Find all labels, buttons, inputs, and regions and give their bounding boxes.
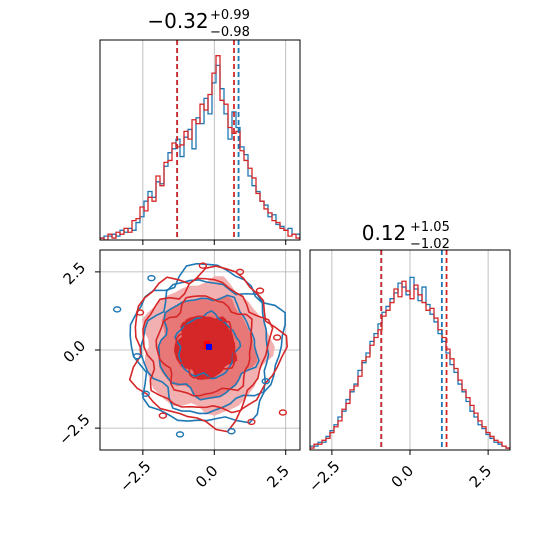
hist-1-frame <box>99 39 301 241</box>
x-tick-label: 2.5 <box>466 462 496 492</box>
contour-island <box>198 262 208 269</box>
hist-panel-1: −0.32 +0.99 −0.98 <box>99 8 301 245</box>
x-tick-label: −2.5 <box>305 457 343 495</box>
contour-island <box>235 268 245 276</box>
x-tick-label: −2.5 <box>116 457 154 495</box>
hist-2-title: 0.12 <box>362 221 407 245</box>
hist-1-title: −0.32 <box>147 9 208 33</box>
hist-2-title-sup: +1.05 <box>410 220 450 235</box>
contour-island <box>132 353 142 360</box>
hist-1-title-sup: +0.99 <box>210 8 250 23</box>
hist-series-0 <box>100 64 300 240</box>
contour-island <box>261 378 270 385</box>
contour-line-b <box>173 315 236 380</box>
contour-island <box>278 409 288 416</box>
contour-line-b <box>155 295 253 397</box>
hist-panel-2: −2.5 0.0 2.5 0.12 +1.05 −1.02 <box>305 220 511 496</box>
y-tick-label: 2.5 <box>60 259 90 289</box>
contour-island <box>141 390 150 397</box>
contour-island <box>147 274 156 282</box>
contour-island <box>112 306 122 313</box>
hist-2-bars <box>310 276 510 450</box>
contour-island <box>255 287 265 294</box>
contour-line-a <box>140 279 270 415</box>
y-tick-label: 0.0 <box>60 337 90 367</box>
x-tick-label: 0.0 <box>192 462 222 492</box>
hist-1-bars <box>100 55 300 240</box>
contour-panel: −2.5 0.0 2.5 −2.5 0.0 2.5 <box>55 249 301 496</box>
contour-line-b <box>128 265 288 433</box>
hist-1-title-value: −0.32 <box>147 9 208 33</box>
hist-1-grid <box>142 40 287 240</box>
x-tick-label: 2.5 <box>263 462 293 492</box>
hist-1-quantiles <box>176 40 240 240</box>
hist-2-ticks: −2.5 0.0 2.5 <box>305 450 495 496</box>
contour-island <box>175 431 185 438</box>
contour-island <box>247 418 256 426</box>
x-tick-label: 0.0 <box>388 462 418 492</box>
peak-marker-a <box>206 343 212 350</box>
contour-fills <box>112 262 288 438</box>
contour-island <box>272 334 282 341</box>
y-tick-label: −2.5 <box>55 410 93 448</box>
hist-2-title-sub: −1.02 <box>410 237 450 252</box>
hist-series-1 <box>100 55 300 240</box>
hist-2-title-value: 0.12 <box>362 221 407 245</box>
hist-series-1 <box>310 280 510 450</box>
contour-island <box>158 412 168 419</box>
hist-2-quantiles <box>380 250 448 450</box>
contour-island <box>227 428 236 435</box>
hist-1-ticks <box>142 240 287 245</box>
contour-island <box>135 309 145 316</box>
contour-line-a <box>174 310 242 380</box>
hist-1-title-sub: −0.98 <box>210 25 250 40</box>
